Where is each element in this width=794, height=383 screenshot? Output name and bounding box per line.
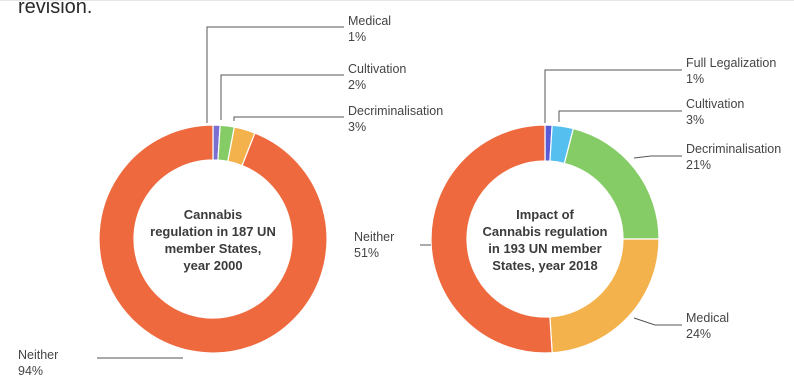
label-name: Decriminalisation — [686, 142, 781, 156]
slice-neither — [98, 124, 328, 354]
label-value: 2% — [348, 78, 366, 92]
label-value: 1% — [686, 72, 704, 86]
leader-line-decriminalisation — [233, 116, 344, 121]
label-value: 3% — [348, 120, 366, 134]
caption-fragment: revision. — [18, 0, 93, 18]
title-line: Cannabis — [184, 207, 243, 222]
title-line: year 2000 — [183, 258, 242, 273]
title-line: States, year 2018 — [492, 258, 598, 273]
leader-line-medical — [633, 317, 682, 326]
label-name: Decriminalisation — [348, 104, 443, 118]
label-neither: Neither 94% — [18, 348, 58, 378]
slice-decriminalisation — [563, 127, 660, 240]
label-value: 1% — [348, 30, 366, 44]
label-value: 24% — [686, 327, 711, 341]
title-line: in 193 UN member — [488, 241, 601, 256]
label-cultivation: Cultivation 3% — [686, 97, 744, 127]
label-name: Full Legalization — [686, 56, 776, 70]
top-border — [0, 0, 794, 1]
label-neither: Neither 51% — [354, 230, 394, 260]
leader-line-full-legalization — [544, 69, 682, 123]
slice-medical — [549, 238, 660, 354]
title-line: Impact of — [516, 207, 574, 222]
label-name: Medical — [686, 311, 729, 325]
slice-neither — [430, 124, 553, 354]
label-medical: Medical 24% — [686, 311, 729, 341]
label-medical: Medical 1% — [348, 14, 391, 44]
title-line: regulation in 187 UN — [150, 224, 276, 239]
donut-chart-2: Full Legalization 1% Cultivation 3% Decrimin… — [354, 56, 781, 354]
label-value: 3% — [686, 113, 704, 127]
chart-center-title: Impact of Cannabis regulation in 193 UN me… — [483, 207, 608, 273]
label-full-legalization: Full Legalization 1% — [686, 56, 776, 86]
chart-center-title: Cannabis regulation in 187 UN member State… — [150, 207, 276, 273]
leader-line-cultivation — [558, 110, 682, 122]
label-name: Cultivation — [348, 62, 406, 76]
label-decriminalisation: Decriminalisation 3% — [348, 104, 443, 134]
label-value: 21% — [686, 158, 711, 172]
label-value: 94% — [18, 364, 43, 378]
label-name: Neither — [18, 348, 58, 362]
leader-line-medical — [206, 26, 344, 123]
label-value: 51% — [354, 246, 379, 260]
leader-line-decriminalisation — [633, 155, 682, 159]
title-line: member States, — [165, 241, 262, 256]
donut-chart-1: Medical 1% Cultivation 2% Decriminalisation 3… — [18, 14, 443, 378]
label-name: Neither — [354, 230, 394, 244]
title-line: Cannabis regulation — [483, 224, 608, 239]
label-name: Medical — [348, 14, 391, 28]
label-name: Cultivation — [686, 97, 744, 111]
leader-line-cultivation — [220, 74, 344, 120]
label-cultivation: Cultivation 2% — [348, 62, 406, 92]
label-decriminalisation: Decriminalisation 21% — [686, 142, 781, 172]
